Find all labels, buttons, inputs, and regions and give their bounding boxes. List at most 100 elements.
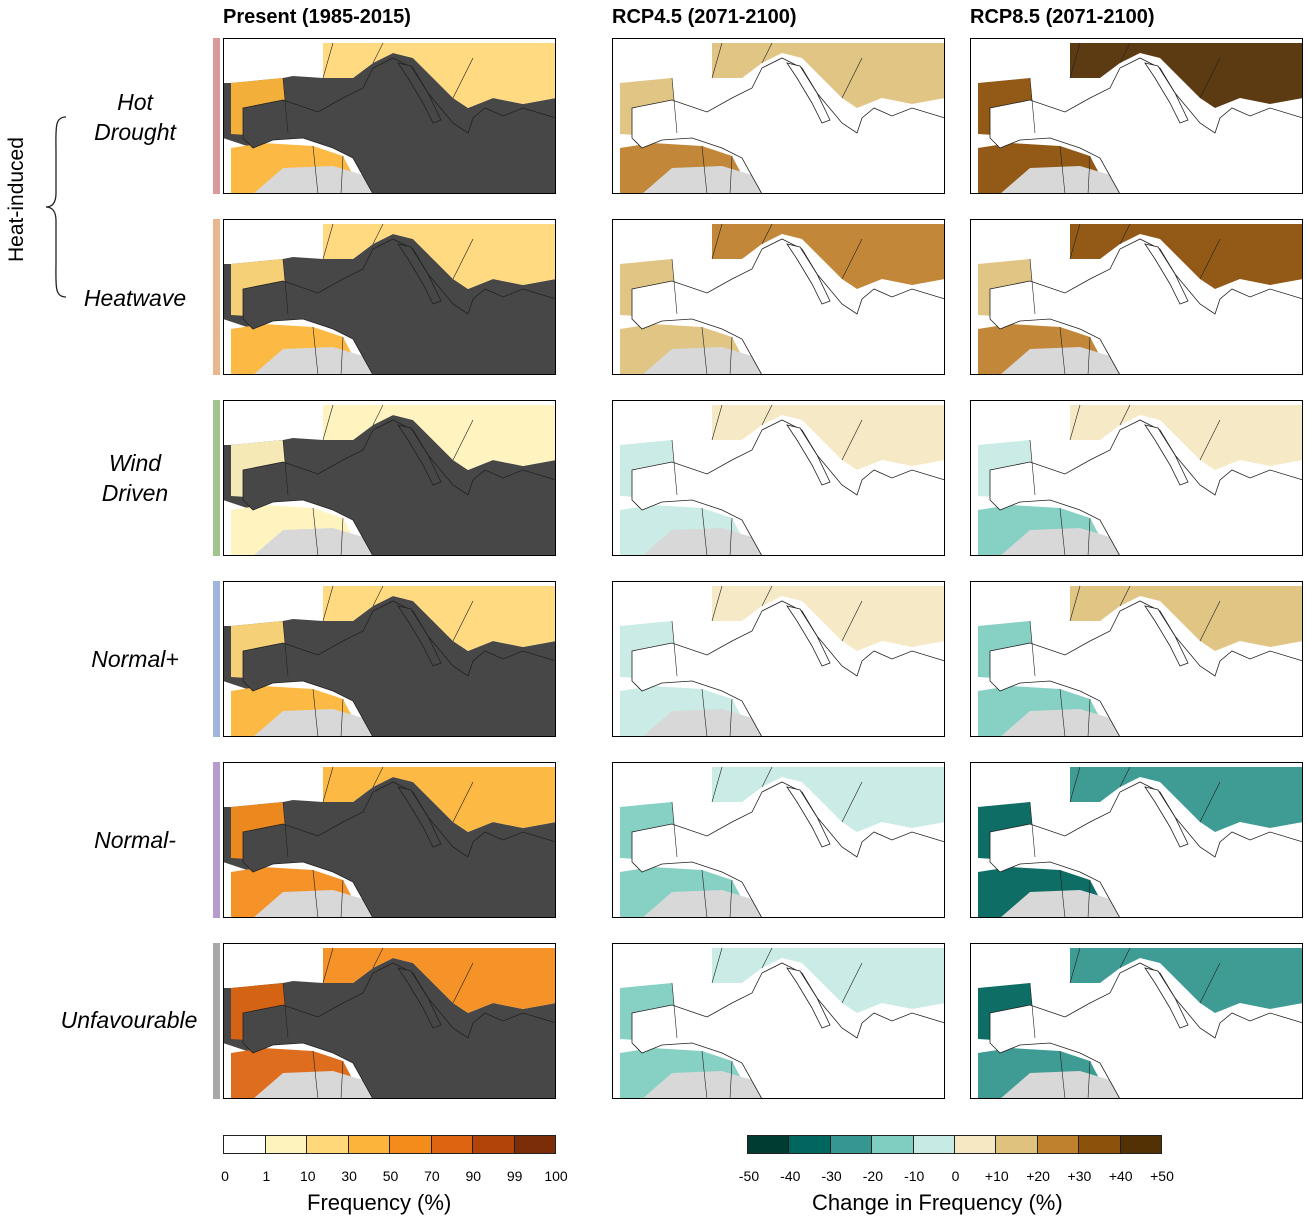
country-border: [282, 801, 289, 858]
country-border: [1069, 404, 1081, 441]
masked-land: [1000, 166, 1130, 194]
country-border: [1069, 42, 1081, 79]
country-border: [711, 947, 723, 984]
panel-frame: [970, 762, 1303, 918]
map-panel: [970, 943, 1303, 1099]
row-strip-normal-plus: [213, 581, 220, 737]
masked-land: [253, 166, 383, 194]
country-border: [1069, 947, 1081, 984]
sea: [989, 238, 1303, 375]
row-label-line2: Unfavourable: [60, 1007, 198, 1033]
country-border: [452, 781, 474, 823]
country-border: [711, 42, 723, 79]
country-border: [1059, 1050, 1066, 1099]
row-strip-unfavourable: [213, 943, 220, 1099]
land-zone: [712, 586, 945, 651]
country-border: [312, 869, 319, 918]
sea-adriatic: [786, 243, 831, 305]
country-border: [1087, 517, 1091, 556]
column-title-rcp85: RCP8.5 (2071-2100): [970, 6, 1155, 28]
sea: [242, 238, 556, 375]
sea: [989, 419, 1303, 556]
country-border: [671, 801, 678, 858]
row-strip-wind-driven: [213, 400, 220, 556]
country-border: [1029, 620, 1036, 677]
sea-adriatic: [1144, 62, 1189, 124]
map-panel: [223, 943, 556, 1099]
row-label-line2: Normal+: [91, 646, 179, 672]
country-border: [372, 947, 384, 969]
sea-adriatic: [397, 967, 442, 1029]
country-border: [282, 77, 289, 134]
country-border: [701, 869, 708, 918]
column-title-present: Present (1985-2015): [223, 6, 411, 28]
colorbar-tick-label: 90: [465, 1168, 482, 1184]
country-border: [761, 223, 773, 245]
sea-adriatic: [397, 424, 442, 486]
country-border: [1119, 585, 1131, 607]
country-border: [701, 145, 708, 194]
country-border: [372, 223, 384, 245]
panel-frame: [612, 581, 945, 737]
colorbar-tick-label: 99: [506, 1168, 523, 1184]
colorbar-swatch: [307, 1136, 349, 1153]
sea-adriatic: [1144, 243, 1189, 305]
country-border: [729, 698, 733, 737]
row-label-line2: Driven: [101, 480, 169, 506]
colorbar-swatch: [348, 1136, 390, 1153]
colorbar-tick-label: +40: [1108, 1168, 1133, 1184]
sea-adriatic: [397, 786, 442, 848]
change-colorbar-title: Change in Frequency (%): [812, 1190, 1063, 1215]
masked-land: [642, 166, 772, 194]
country-border: [1119, 223, 1131, 245]
country-border: [701, 507, 708, 556]
land-zone: [323, 224, 556, 289]
sea: [631, 419, 945, 556]
country-border: [671, 77, 678, 134]
change-colorbar: [747, 1135, 1162, 1154]
country-border: [312, 145, 319, 194]
country-border: [761, 404, 773, 426]
country-border: [729, 517, 733, 556]
country-border: [372, 585, 384, 607]
country-border: [729, 879, 733, 918]
country-border: [452, 962, 474, 1004]
country-border: [340, 517, 344, 556]
country-border: [452, 238, 474, 280]
country-border: [1119, 42, 1131, 64]
country-border: [340, 1060, 344, 1099]
country-border: [322, 766, 334, 803]
colorbar-swatch: [996, 1136, 1038, 1153]
frequency-colorbar: [223, 1135, 556, 1154]
country-border: [312, 326, 319, 375]
sea: [242, 57, 556, 194]
country-border: [701, 688, 708, 737]
country-border: [841, 781, 863, 823]
country-border: [372, 766, 384, 788]
masked-land: [1000, 890, 1130, 918]
sea: [989, 57, 1303, 194]
country-border: [1087, 155, 1091, 194]
country-border: [711, 585, 723, 622]
sea-adriatic: [1144, 424, 1189, 486]
country-border: [729, 155, 733, 194]
country-border: [452, 600, 474, 642]
sea-adriatic: [786, 967, 831, 1029]
country-border: [1087, 1060, 1091, 1099]
masked-land: [253, 890, 383, 918]
colorbar-tick-label: +20: [1026, 1168, 1050, 1184]
panel-frame: [612, 400, 945, 556]
masked-land: [642, 890, 772, 918]
map-panel: [970, 219, 1303, 375]
masked-land: [253, 709, 383, 737]
country-border: [761, 947, 773, 969]
masked-land: [1000, 528, 1130, 556]
panel-frame: [223, 762, 556, 918]
country-border: [322, 585, 334, 622]
group-label-heat-induced: Heat-induced: [5, 137, 28, 262]
country-border: [340, 336, 344, 375]
land-zone: [1070, 586, 1303, 651]
colorbar-tick-label: -10: [904, 1168, 925, 1184]
sea-adriatic: [786, 62, 831, 124]
country-border: [1059, 507, 1066, 556]
